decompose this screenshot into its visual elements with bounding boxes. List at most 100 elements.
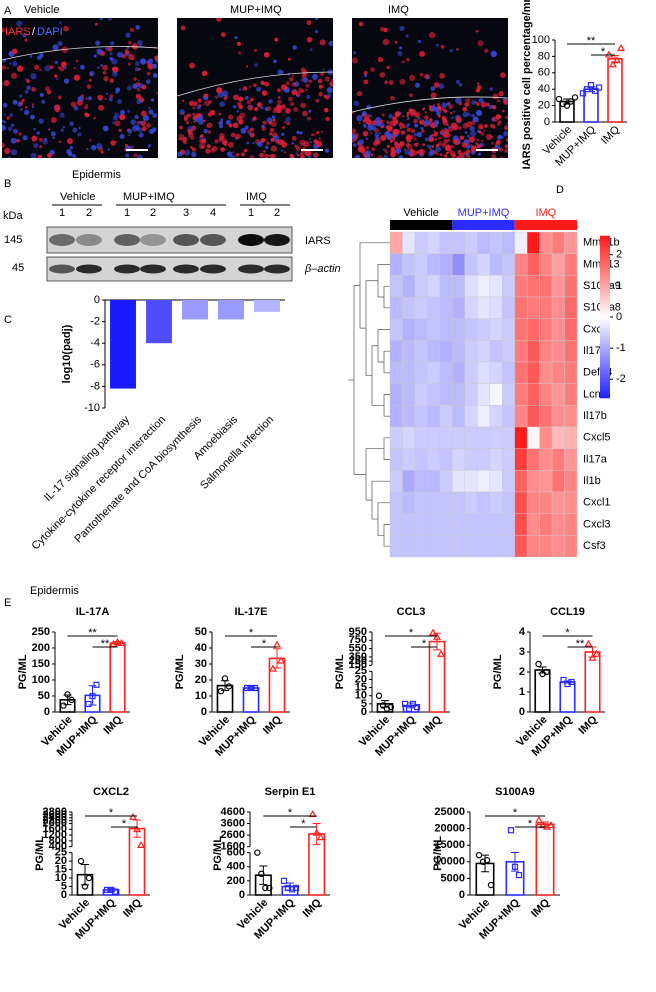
- heat-cell: [427, 318, 441, 341]
- cell: [300, 102, 306, 109]
- y-tick-label: 15: [355, 681, 367, 693]
- heat-cell: [452, 513, 466, 536]
- cell: [498, 114, 502, 118]
- heat-cell: [439, 513, 453, 536]
- lane-number: 3: [183, 207, 189, 219]
- heat-cell: [551, 361, 565, 384]
- cell: [409, 93, 413, 97]
- point: [107, 886, 115, 894]
- cell: [397, 50, 403, 56]
- y-tick-label: 2600: [43, 809, 67, 821]
- cell: [450, 150, 456, 156]
- cell: [191, 151, 197, 158]
- heat-cell: [526, 340, 540, 363]
- cell: [406, 114, 409, 118]
- heat-cell: [489, 253, 503, 276]
- bar: [583, 88, 599, 123]
- cell: [30, 114, 35, 120]
- cell: [148, 107, 151, 110]
- colorbar-step: [600, 238, 610, 242]
- cell: [130, 145, 134, 150]
- heat-cell: [526, 535, 540, 558]
- cell: [252, 141, 255, 145]
- cell: [306, 20, 312, 26]
- panel-label: C: [4, 314, 12, 326]
- blot-group: MUP+IMQ: [123, 191, 175, 203]
- heat-cell: [439, 340, 453, 363]
- heat-cell: [551, 275, 565, 298]
- cell: [458, 82, 463, 87]
- band: [114, 234, 140, 246]
- heat-cell: [452, 535, 466, 558]
- cell: [404, 149, 410, 155]
- heat-cell: [389, 231, 403, 254]
- significance-label: *: [528, 818, 533, 830]
- cell: [58, 140, 62, 144]
- heat-cell: [477, 426, 490, 449]
- cell: [312, 152, 319, 158]
- colorbar-step: [600, 386, 610, 391]
- cell: [353, 100, 360, 107]
- cell: [315, 99, 320, 103]
- x-tick-label: IMQ: [529, 896, 552, 919]
- cell: [291, 141, 294, 145]
- band: [76, 234, 102, 246]
- cell: [464, 139, 470, 145]
- cell: [389, 126, 393, 131]
- point: [535, 660, 542, 668]
- cell: [100, 64, 103, 67]
- cell: [271, 115, 276, 119]
- point: [254, 849, 261, 856]
- cell: [462, 111, 469, 118]
- x-tick-label: IMQ: [121, 896, 144, 919]
- cell: [93, 116, 97, 120]
- heat-cell: [539, 448, 553, 471]
- cell: [395, 129, 400, 135]
- cell: [2, 120, 5, 123]
- cell: [377, 56, 384, 63]
- band: [76, 264, 102, 274]
- point: [85, 874, 93, 882]
- point: [560, 676, 567, 684]
- colorbar-step: [600, 273, 610, 277]
- heat-cell: [551, 318, 565, 341]
- cell: [12, 61, 18, 67]
- cell: [260, 80, 265, 86]
- cell: [102, 70, 107, 75]
- heat-cell: [402, 470, 416, 493]
- heat-cell: [539, 426, 553, 449]
- cell: [236, 41, 242, 46]
- cell: [179, 125, 183, 130]
- cell: [463, 151, 467, 155]
- colorbar-step: [600, 246, 610, 250]
- heat-cell: [539, 491, 553, 514]
- cell: [320, 72, 324, 76]
- significance-label: *: [301, 818, 306, 830]
- colorbar-step: [600, 346, 610, 350]
- colorbar-step: [600, 295, 610, 299]
- panel-label: D: [556, 184, 564, 196]
- cell: [503, 98, 508, 105]
- cell: [431, 134, 434, 137]
- heat-cell: [464, 253, 478, 276]
- point: [584, 639, 593, 647]
- cell: [31, 86, 37, 92]
- cell: [266, 106, 272, 112]
- colorbar-label: 1: [616, 280, 622, 292]
- y-tick-label: 2: [519, 666, 525, 678]
- cell: [390, 151, 396, 158]
- cell: [69, 121, 74, 126]
- cell: [444, 127, 447, 131]
- cell: [399, 127, 402, 130]
- colorbar-step: [600, 311, 610, 315]
- heat-cell: [526, 318, 540, 341]
- cell: [228, 141, 234, 148]
- heat-cell: [452, 470, 466, 493]
- point: [68, 696, 75, 704]
- cell: [363, 71, 368, 76]
- cell: [264, 154, 269, 158]
- cell: [268, 99, 273, 104]
- y-tick-label: 0: [44, 706, 50, 718]
- cell: [414, 82, 421, 88]
- colorbar-step: [600, 354, 610, 358]
